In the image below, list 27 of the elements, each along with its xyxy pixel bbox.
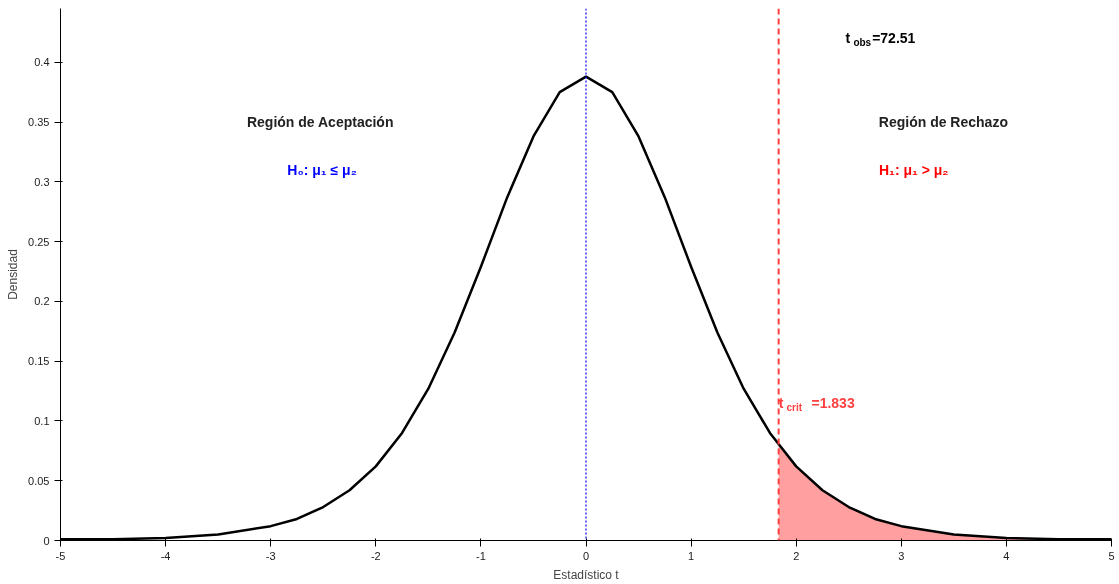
y-tick-label: 0.2 <box>34 295 50 308</box>
y-tick-label: 0.3 <box>34 175 50 188</box>
x-tick-label: -1 <box>476 549 486 562</box>
x-tick-label: 4 <box>1003 549 1010 562</box>
annotation: H₁: μ₁ > μ₂ <box>879 161 949 178</box>
x-axis-title: Estadístico t <box>553 567 620 582</box>
y-tick-label: 0 <box>43 534 50 547</box>
x-tick-label: -3 <box>265 549 276 562</box>
x-tick-label: -4 <box>160 549 171 562</box>
y-tick-label: 0.4 <box>34 56 50 69</box>
x-tick-label: 2 <box>793 549 800 562</box>
y-tick-label: 0.25 <box>28 235 50 248</box>
x-tick-label: -2 <box>370 549 381 562</box>
y-tick-label: 0.35 <box>28 116 50 129</box>
y-tick-label: 0.15 <box>28 355 50 368</box>
x-tick-label: 5 <box>1108 549 1115 562</box>
x-tick-label: 0 <box>582 549 590 562</box>
y-tick-label: 0.1 <box>34 414 50 427</box>
y-tick-label: 0.05 <box>28 474 50 487</box>
annotation: Región de Rechazo <box>878 114 1008 131</box>
x-tick-label: -5 <box>55 549 66 562</box>
y-axis-title: Densidad <box>6 249 21 300</box>
ref-line-label: tcrit=1.833 <box>778 395 855 413</box>
x-tick-label: 1 <box>688 549 695 562</box>
x-tick-label: 3 <box>898 549 905 562</box>
annotation: Región de Aceptación <box>246 114 394 131</box>
annotation: H₀: μ₁ ≤ μ₂ <box>287 161 357 178</box>
